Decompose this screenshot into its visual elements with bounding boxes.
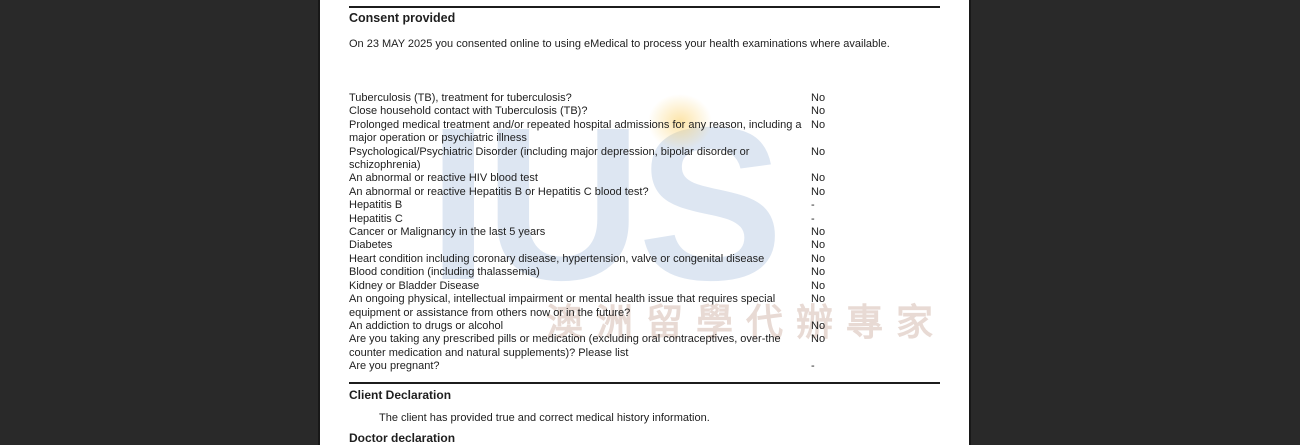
question-text: Prolonged medical treatment and/or repea… xyxy=(349,118,802,145)
answer-value: No xyxy=(811,185,826,198)
client-declaration-text: The client has provided true and correct… xyxy=(379,411,710,424)
right-panel xyxy=(971,0,1300,445)
document-content: Consent provided On 23 MAY 2025 you cons… xyxy=(320,6,969,445)
client-declaration-heading: Client Declaration xyxy=(349,387,452,402)
table-row: An ongoing physical, intellectual impair… xyxy=(349,293,940,320)
answer-value: No xyxy=(811,252,826,265)
question-text: Are you taking any prescribed pills or m… xyxy=(349,333,781,359)
question-text: Close household contact with Tuberculosi… xyxy=(349,105,588,118)
answer-value: No xyxy=(811,319,826,332)
question-text: Cancer or Malignancy in the last 5 years xyxy=(349,226,546,239)
question-text: Psychological/Psychiatric Disorder (incl… xyxy=(349,145,750,172)
answer-value: No xyxy=(811,226,826,239)
answer-value: No xyxy=(811,172,826,185)
question-text: Heart condition including coronary disea… xyxy=(349,252,765,265)
table-row: Cancer or Malignancy in the last 5 years… xyxy=(349,226,940,239)
consent-provided-heading: Consent provided xyxy=(349,11,456,25)
question-text: Tuberculosis (TB), treatment for tubercu… xyxy=(349,92,572,104)
answer-value: No xyxy=(811,105,826,118)
answer-value: - xyxy=(811,212,815,225)
answer-value: No xyxy=(811,239,826,252)
answer-value: No xyxy=(811,92,826,104)
document-page: IUS 澳洲留學代辦專家 Consent provided On 23 MAY … xyxy=(318,0,971,445)
answer-value: No xyxy=(811,333,826,346)
table-row: Hepatitis C - xyxy=(349,213,940,226)
answer-value: No xyxy=(811,279,826,292)
question-text: Hepatitis C xyxy=(349,212,403,225)
answer-value: - xyxy=(811,199,815,212)
question-text: An ongoing physical, intellectual impair… xyxy=(349,293,776,319)
table-row: An addiction to drugs or alcohol No xyxy=(349,320,940,333)
doctor-declaration-heading: Doctor declaration xyxy=(349,430,456,445)
answer-value: No xyxy=(811,293,826,306)
question-text: An abnormal or reactive Hepatitis B or H… xyxy=(349,185,649,198)
table-row: Are you taking any prescribed pills or m… xyxy=(349,333,940,360)
answer-value: No xyxy=(811,266,826,279)
questions-table: Tuberculosis (TB), treatment for tubercu… xyxy=(349,92,940,374)
left-panel xyxy=(0,0,318,445)
table-row: Are you pregnant? - xyxy=(349,360,940,373)
table-row: Tuberculosis (TB), treatment for tubercu… xyxy=(349,92,940,105)
table-row: Psychological/Psychiatric Disorder (incl… xyxy=(349,146,940,173)
table-row: Kidney or Bladder Disease No xyxy=(349,280,940,293)
answer-value: No xyxy=(811,145,826,158)
table-row: Heart condition including coronary disea… xyxy=(349,253,940,266)
section-rule-mid xyxy=(349,381,940,384)
question-text: Are you pregnant? xyxy=(349,360,440,373)
question-text: Diabetes xyxy=(349,239,393,252)
answer-value: - xyxy=(811,360,815,373)
table-row: An abnormal or reactive Hepatitis B or H… xyxy=(349,186,940,199)
question-text: Hepatitis B xyxy=(349,199,403,212)
table-row: Blood condition (including thalassemia) N… xyxy=(349,266,940,279)
table-row: Prolonged medical treatment and/or repea… xyxy=(349,119,940,146)
table-row: Hepatitis B - xyxy=(349,199,940,212)
question-text: An abnormal or reactive HIV blood test xyxy=(349,172,538,185)
section-rule-top xyxy=(349,6,940,8)
consent-paragraph: On 23 MAY 2025 you consented online to u… xyxy=(349,38,890,50)
question-text: Kidney or Bladder Disease xyxy=(349,279,480,292)
answer-value: No xyxy=(811,118,826,131)
question-text: Blood condition (including thalassemia) xyxy=(349,266,540,279)
table-row: Diabetes No xyxy=(349,239,940,252)
question-text: An addiction to drugs or alcohol xyxy=(349,319,504,332)
table-row: An abnormal or reactive HIV blood test No xyxy=(349,172,940,185)
table-row: Close household contact with Tuberculosi… xyxy=(349,105,940,118)
